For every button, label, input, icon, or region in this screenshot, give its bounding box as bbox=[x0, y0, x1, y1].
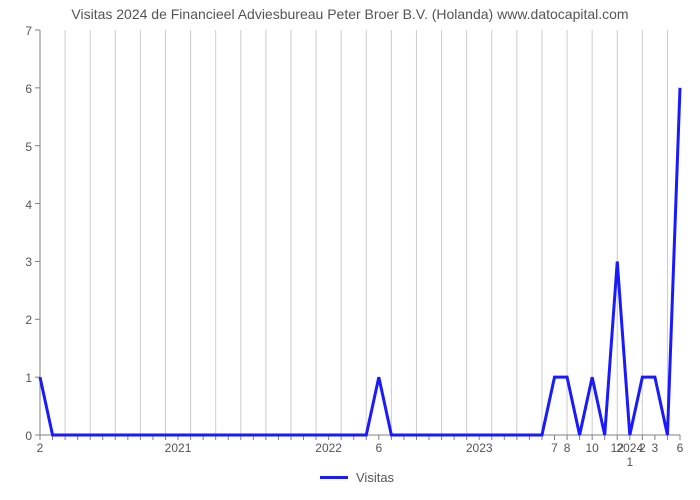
legend-label: Visitas bbox=[356, 470, 394, 485]
x-tick-label: 1 bbox=[626, 455, 633, 469]
y-tick-label: 0 bbox=[25, 429, 32, 443]
x-tick-label: 2023 bbox=[466, 441, 493, 455]
x-tick-label: 2022 bbox=[315, 441, 342, 455]
y-tick-label: 3 bbox=[25, 255, 32, 269]
x-tick-label: 2 bbox=[639, 441, 646, 455]
y-tick-label: 1 bbox=[25, 371, 32, 385]
chart-title: Visitas 2024 de Financieel Adviesbureau … bbox=[0, 6, 700, 22]
x-tick-label: 3 bbox=[652, 441, 659, 455]
x-tick-label: 6 bbox=[375, 441, 382, 455]
chart-plot bbox=[40, 30, 680, 435]
x-tick-label: 7 bbox=[551, 441, 558, 455]
x-tick-label: 2021 bbox=[165, 441, 192, 455]
x-tick-label: 8 bbox=[564, 441, 571, 455]
legend-swatch bbox=[320, 476, 348, 479]
x-tick-label: 2 bbox=[37, 441, 44, 455]
y-tick-label: 4 bbox=[25, 198, 32, 212]
x-tick-label: 6 bbox=[677, 441, 684, 455]
x-tick-label: 10 bbox=[585, 441, 598, 455]
y-tick-label: 2 bbox=[25, 313, 32, 327]
y-tick-label: 5 bbox=[25, 140, 32, 154]
y-tick-label: 6 bbox=[25, 82, 32, 96]
y-tick-label: 7 bbox=[25, 24, 32, 38]
legend: Visitas bbox=[320, 470, 394, 485]
chart-container: Visitas 2024 de Financieel Adviesbureau … bbox=[0, 0, 700, 500]
